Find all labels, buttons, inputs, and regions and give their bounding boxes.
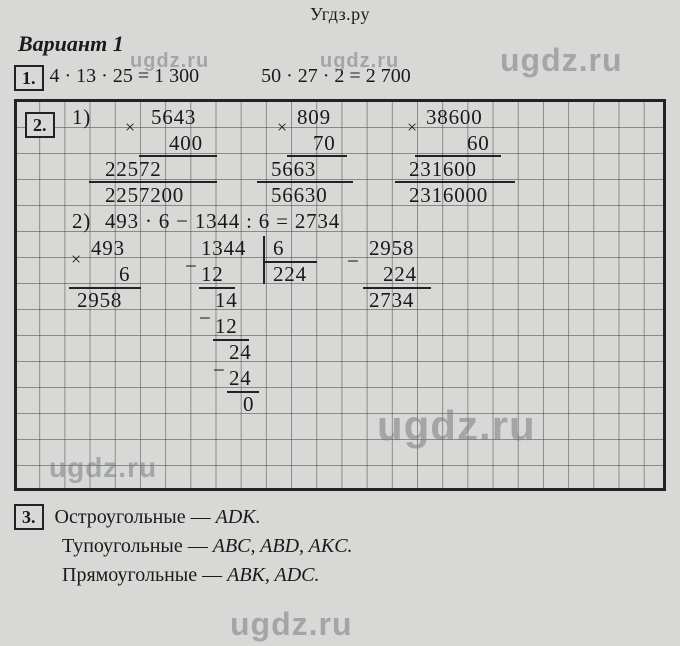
problem-3: 3. Остроугольные — ADK. Тупоугольные — A…: [14, 503, 666, 589]
times-icon: ×: [125, 117, 135, 138]
watermark: ugdz.ru: [49, 452, 157, 484]
m493-res: 2958: [77, 288, 122, 313]
p2-part2-expr: 493 · 6 − 1344 : 6 = 2734: [105, 209, 340, 234]
page-header: Угдз.ру: [14, 4, 666, 25]
div-quotient: 224: [273, 262, 307, 287]
p2-part1-label: 1): [72, 105, 91, 130]
variant-title: Вариант 1: [18, 31, 666, 57]
div-r3: 0: [243, 392, 254, 417]
p3-l3b: ABK, ADC.: [227, 564, 319, 586]
mult-a-res: 2257200: [105, 183, 184, 208]
div-s3: 24: [229, 366, 252, 391]
div-dividend: 1344: [201, 236, 246, 261]
div-r2: 24: [229, 340, 252, 365]
problem-1-eq-b: 50 · 27 · 2 = 2 700: [261, 65, 411, 91]
mult-c-top: 38600: [426, 105, 483, 130]
mult-b-bot: 70: [313, 131, 336, 156]
problem-1-number: 1.: [14, 65, 44, 91]
problem-1-eq-a: 4 · 13 · 25 = 1 300: [50, 65, 200, 91]
watermark: ugdz.ru: [230, 606, 353, 643]
times-icon: ×: [71, 249, 81, 270]
div-r1: 14: [215, 288, 238, 313]
minus-icon: −: [199, 306, 212, 331]
watermark: ugdz.ru: [377, 402, 536, 450]
div-divisor: 6: [273, 236, 284, 261]
mult-c-res: 2316000: [409, 183, 488, 208]
p3-l2a: Тупоугольные —: [62, 535, 213, 557]
problem-2-gridbox: 2. 1) × 5643 400 22572 2257200 × 809 70 …: [14, 99, 666, 491]
minus-icon: −: [185, 254, 198, 279]
mult-c-bot: 60: [467, 131, 490, 156]
mult-a-p1: 22572: [105, 157, 162, 182]
m493-bot: 6: [119, 262, 130, 287]
mult-b-top: 809: [297, 105, 331, 130]
m493-top: 493: [91, 236, 125, 261]
times-icon: ×: [277, 117, 287, 138]
sub-res: 2734: [369, 288, 414, 313]
div-s1: 12: [201, 262, 224, 287]
mult-b-p1: 5663: [271, 157, 316, 182]
sub-top: 2958: [369, 236, 414, 261]
p3-l2b: ABC, ABD, AKC.: [213, 535, 353, 557]
mult-a-top: 5643: [151, 105, 196, 130]
p2-part2-label: 2): [72, 209, 91, 234]
mult-b-res: 56630: [271, 183, 328, 208]
problem-2-number: 2.: [25, 112, 55, 138]
p3-l1b: ADK.: [216, 506, 261, 528]
p3-l1a: Остроугольные —: [55, 506, 216, 528]
problem-3-number: 3.: [14, 504, 44, 530]
p3-l3a: Прямоугольные —: [62, 564, 227, 586]
sub-bot: 224: [383, 262, 417, 287]
problem-1: 1. 4 · 13 · 25 = 1 300 50 · 27 · 2 = 2 7…: [14, 65, 666, 91]
mult-c-p1: 231600: [409, 157, 477, 182]
div-vline: [263, 236, 265, 284]
minus-icon: −: [213, 358, 226, 383]
mult-a-bot: 400: [169, 131, 203, 156]
times-icon: ×: [407, 117, 417, 138]
minus-icon: −: [347, 249, 360, 274]
div-s2: 12: [215, 314, 238, 339]
